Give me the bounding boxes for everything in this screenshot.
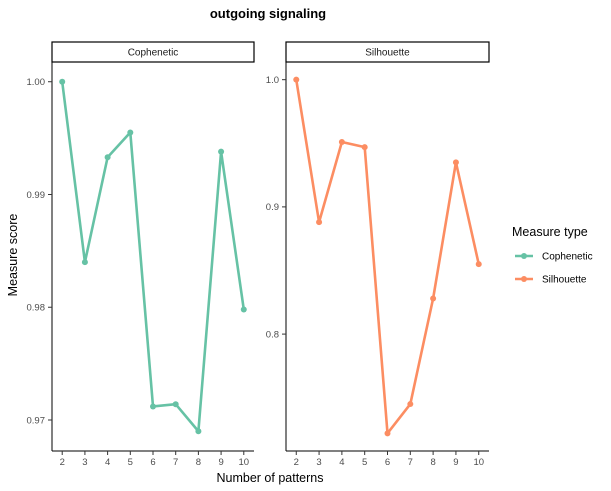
series-line-silhouette — [294, 78, 481, 435]
data-point-cophenetic — [127, 129, 134, 136]
data-point-silhouette — [384, 430, 391, 437]
legend-title: Measure type — [512, 225, 588, 239]
x-tick-label-cophenetic: 4 — [105, 457, 110, 468]
data-point-cophenetic — [59, 78, 66, 85]
data-point-cophenetic — [218, 148, 225, 155]
data-point-silhouette — [361, 144, 368, 151]
y-tick-label-cophenetic: 0.97 — [27, 415, 46, 426]
strip-label-cophenetic: Cophenetic — [128, 48, 179, 59]
data-point-silhouette — [475, 261, 482, 268]
legend-label-cophenetic: Cophenetic — [542, 252, 593, 263]
strip-silhouette — [285, 41, 490, 63]
x-tick-label-silhouette: 5 — [362, 457, 367, 468]
data-point-cophenetic — [172, 401, 179, 408]
x-tick-label-cophenetic: 7 — [173, 457, 178, 468]
x-tick-label-silhouette: 4 — [339, 457, 344, 468]
series-line-cophenetic — [60, 80, 246, 433]
x-axis-title: Number of patterns — [217, 471, 324, 485]
x-tick-label-silhouette: 8 — [430, 457, 435, 468]
x-tick-label-cophenetic: 10 — [238, 457, 249, 468]
legend-label-silhouette: Silhouette — [542, 275, 587, 286]
data-point-silhouette — [293, 76, 300, 83]
x-tick-label-silhouette: 9 — [453, 457, 458, 468]
x-tick-label-silhouette: 6 — [385, 457, 390, 468]
x-tick-label-cophenetic: 3 — [82, 457, 87, 468]
y-axis-title: Measure score — [6, 214, 20, 297]
chart-title: outgoing signaling — [210, 6, 326, 21]
x-tick-label-silhouette: 10 — [473, 457, 484, 468]
y-tick-label-silhouette: 1.0 — [266, 75, 279, 86]
x-tick-label-silhouette: 3 — [316, 457, 321, 468]
x-tick-label-cophenetic: 6 — [150, 457, 155, 468]
legend-key-point-silhouette — [521, 276, 527, 282]
data-point-silhouette — [338, 139, 345, 146]
x-tick-label-cophenetic: 2 — [60, 457, 65, 468]
strip-cophenetic — [51, 41, 255, 63]
y-tick-label-cophenetic: 0.98 — [27, 303, 46, 314]
data-point-silhouette — [316, 219, 323, 226]
x-tick-label-cophenetic: 9 — [218, 457, 223, 468]
data-point-cophenetic — [240, 306, 247, 313]
strip-label-silhouette: Silhouette — [365, 48, 410, 59]
x-tick-label-silhouette: 7 — [408, 457, 413, 468]
data-point-silhouette — [407, 401, 414, 408]
data-point-cophenetic — [81, 259, 88, 266]
panel-cophenetic: Cophenetic 0.97 0.98 0.99 1.00 2 3 4 5 6 7 8 9 10 — [27, 41, 255, 468]
x-tick-label-cophenetic: 5 — [128, 457, 133, 468]
data-point-silhouette — [430, 295, 437, 302]
y-tick-label-silhouette: 0.8 — [266, 329, 279, 340]
legend-key-point-cophenetic — [521, 253, 527, 259]
y-tick-label-cophenetic: 0.99 — [27, 190, 46, 201]
x-tick-label-cophenetic: 8 — [196, 457, 201, 468]
data-point-cophenetic — [104, 154, 111, 161]
panel-silhouette: Silhouette 0.8 0.9 1.0 2 3 4 5 6 7 8 9 10 — [266, 41, 490, 468]
legend: Measure type Cophenetic Silhouette — [512, 225, 593, 286]
data-point-silhouette — [452, 159, 459, 166]
data-point-cophenetic — [195, 428, 202, 435]
data-point-cophenetic — [150, 403, 156, 410]
y-tick-label-silhouette: 0.9 — [266, 202, 279, 213]
x-tick-label-silhouette: 2 — [294, 457, 299, 468]
y-tick-label-cophenetic: 1.00 — [27, 77, 46, 88]
